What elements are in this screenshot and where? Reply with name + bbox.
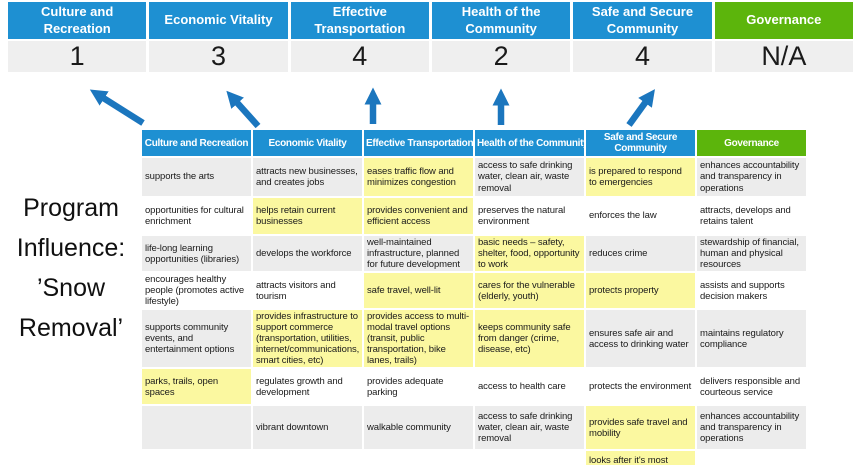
matrix-cell-r7c2: vibrant downtown: [253, 406, 362, 450]
matrix-row-8: looks after it's most vulnerable: [142, 451, 806, 465]
matrix-cell-r6c5: protects the environment: [586, 369, 695, 405]
summary-header-3: Effective Transportation: [290, 2, 429, 39]
summary-value-1: 1: [8, 41, 147, 72]
matrix-cell-r1c6: enhances accountability and transparency…: [697, 158, 806, 196]
program-title-line: Influence:: [16, 234, 126, 262]
matrix-cell-r2c5: enforces the law: [586, 198, 695, 234]
matrix-cell-r6c3: provides adequate parking: [364, 369, 473, 405]
summary-header-6: Governance: [714, 2, 853, 39]
matrix-cell-r3c4: basic needs – safety, shelter, food, opp…: [475, 236, 584, 272]
matrix-row-6: parks, trails, open spaces regulates grow…: [142, 369, 806, 405]
summary-header-1: Culture and Recreation: [8, 2, 147, 39]
matrix-row-1: supports the arts attracts new businesses…: [142, 158, 806, 196]
arrow-safe-and-secure-community: [626, 89, 655, 127]
matrix-cell-r8c1: [142, 451, 251, 465]
matrix-cell-r7c1: [142, 406, 251, 450]
matrix-cell-r3c1: life-long learning opportunities (librar…: [142, 236, 251, 272]
program-title: Program Influence: ’Snow Removal’: [0, 188, 142, 348]
matrix-cell-r1c1: supports the arts: [142, 158, 251, 196]
summary-value-5: 4: [573, 41, 712, 72]
arrow-economic-vitality: [226, 90, 261, 129]
matrix-column-header-3: Effective Transportation: [364, 130, 473, 156]
matrix-cell-r5c5: ensures safe air and access to drinking …: [586, 310, 695, 368]
matrix-cell-r4c2: attracts visitors and tourism: [253, 273, 362, 309]
matrix-cell-r6c4: access to health care: [475, 369, 584, 405]
summary-header-5: Safe and Secure Community: [573, 2, 712, 39]
matrix-cell-r2c4: preserves the natural environment: [475, 198, 584, 234]
matrix-cell-r3c6: stewardship of financial, human and phys…: [697, 236, 806, 272]
matrix-cell-r7c6: enhances accountability and transparency…: [697, 406, 806, 450]
matrix-cell-r1c2: attracts new businesses, and creates job…: [253, 158, 362, 196]
matrix-column-header-1: Culture and Recreation: [142, 130, 251, 156]
matrix-cell-r6c6: delivers responsible and courteous servi…: [697, 369, 806, 405]
matrix-cell-r5c3: provides access to multi-modal travel op…: [364, 310, 473, 368]
summary-strip: Culture and Recreation Economic Vitality E…: [8, 2, 853, 72]
matrix-column-header-6: Governance: [697, 130, 806, 156]
summary-value-4: 2: [431, 41, 571, 72]
summary-header-2: Economic Vitality: [149, 2, 288, 39]
matrix-column-header-4: Health of the Community: [475, 130, 584, 156]
matrix-cell-r1c3: eases traffic flow and minimizes congest…: [364, 158, 473, 196]
matrix-cell-r6c1: parks, trails, open spaces: [142, 369, 251, 405]
arrow-culture-and-recreation: [89, 89, 145, 126]
influence-matrix: Culture and Recreation Economic Vitality E…: [140, 128, 808, 465]
program-title-line: ’Snow: [36, 274, 106, 302]
matrix-cell-r1c5: is prepared to respond to emergencies: [586, 158, 695, 196]
summary-header-4: Health of the Community: [431, 2, 571, 39]
matrix-column-header-5: Safe and Secure Community: [586, 130, 695, 156]
matrix-column-header-2: Economic Vitality: [253, 130, 362, 156]
matrix-cell-r2c1: opportunities for cultural enrichment: [142, 198, 251, 234]
matrix-cell-r6c2: regulates growth and development: [253, 369, 362, 405]
matrix-cell-r4c3: safe travel, well-lit: [364, 273, 473, 309]
matrix-cell-r7c4: access to safe drinking water, clean air…: [475, 406, 584, 450]
matrix-cell-r2c6: attracts, develops and retains talent: [697, 198, 806, 234]
matrix-row-3: life-long learning opportunities (librar…: [142, 236, 806, 272]
matrix-cell-r2c2: helps retain current businesses: [253, 198, 362, 234]
program-title-line: Removal’: [18, 314, 124, 342]
matrix-cell-r7c5: provides safe travel and mobility: [586, 406, 695, 450]
matrix-cell-r7c3: walkable community: [364, 406, 473, 450]
matrix-cell-r5c1: supports community events, and entertain…: [142, 310, 251, 368]
program-title-line: Program: [23, 194, 119, 222]
matrix-cell-r5c4: keeps community safe from danger (crime,…: [475, 310, 584, 368]
matrix-cell-r8c6: [697, 451, 806, 465]
matrix-cell-r4c5: protects property: [586, 273, 695, 309]
matrix-cell-r8c3: [364, 451, 473, 465]
matrix-cell-r4c4: cares for the vulnerable (elderly, youth…: [475, 273, 584, 309]
matrix-cell-r5c6: maintains regulatory compliance: [697, 310, 806, 368]
matrix-cell-r5c2: provides infrastructure to support comme…: [253, 310, 362, 368]
matrix-cell-r3c2: develops the workforce: [253, 236, 362, 272]
matrix-cell-r3c3: well-maintained infrastructure, planned …: [364, 236, 473, 272]
matrix-cell-r4c1: encourages healthy people (promotes acti…: [142, 273, 251, 309]
matrix-row-4: encourages healthy people (promotes acti…: [142, 273, 806, 309]
matrix-cell-r8c5: looks after it's most vulnerable: [586, 451, 695, 465]
matrix-cell-r8c4: [475, 451, 584, 465]
summary-value-2: 3: [149, 41, 288, 72]
matrix-cell-r2c3: provides convenient and efficient access: [364, 198, 473, 234]
matrix-cell-r8c2: [253, 451, 362, 465]
matrix-row-5: supports community events, and entertain…: [142, 310, 806, 368]
matrix-cell-r4c6: assists and supports decision makers: [697, 273, 806, 309]
summary-value-6: N/A: [714, 41, 853, 72]
matrix-header-row: Culture and Recreation Economic Vitality E…: [142, 130, 806, 156]
summary-value-3: 4: [290, 41, 429, 72]
matrix-cell-r3c5: reduces crime: [586, 236, 695, 272]
matrix-cell-r1c4: access to safe drinking water, clean air…: [475, 158, 584, 196]
matrix-row-7: vibrant downtown walkable community access…: [142, 406, 806, 450]
matrix-body: supports the arts attracts new businesses…: [142, 158, 806, 465]
matrix-row-2: opportunities for cultural enrichment hel…: [142, 198, 806, 234]
